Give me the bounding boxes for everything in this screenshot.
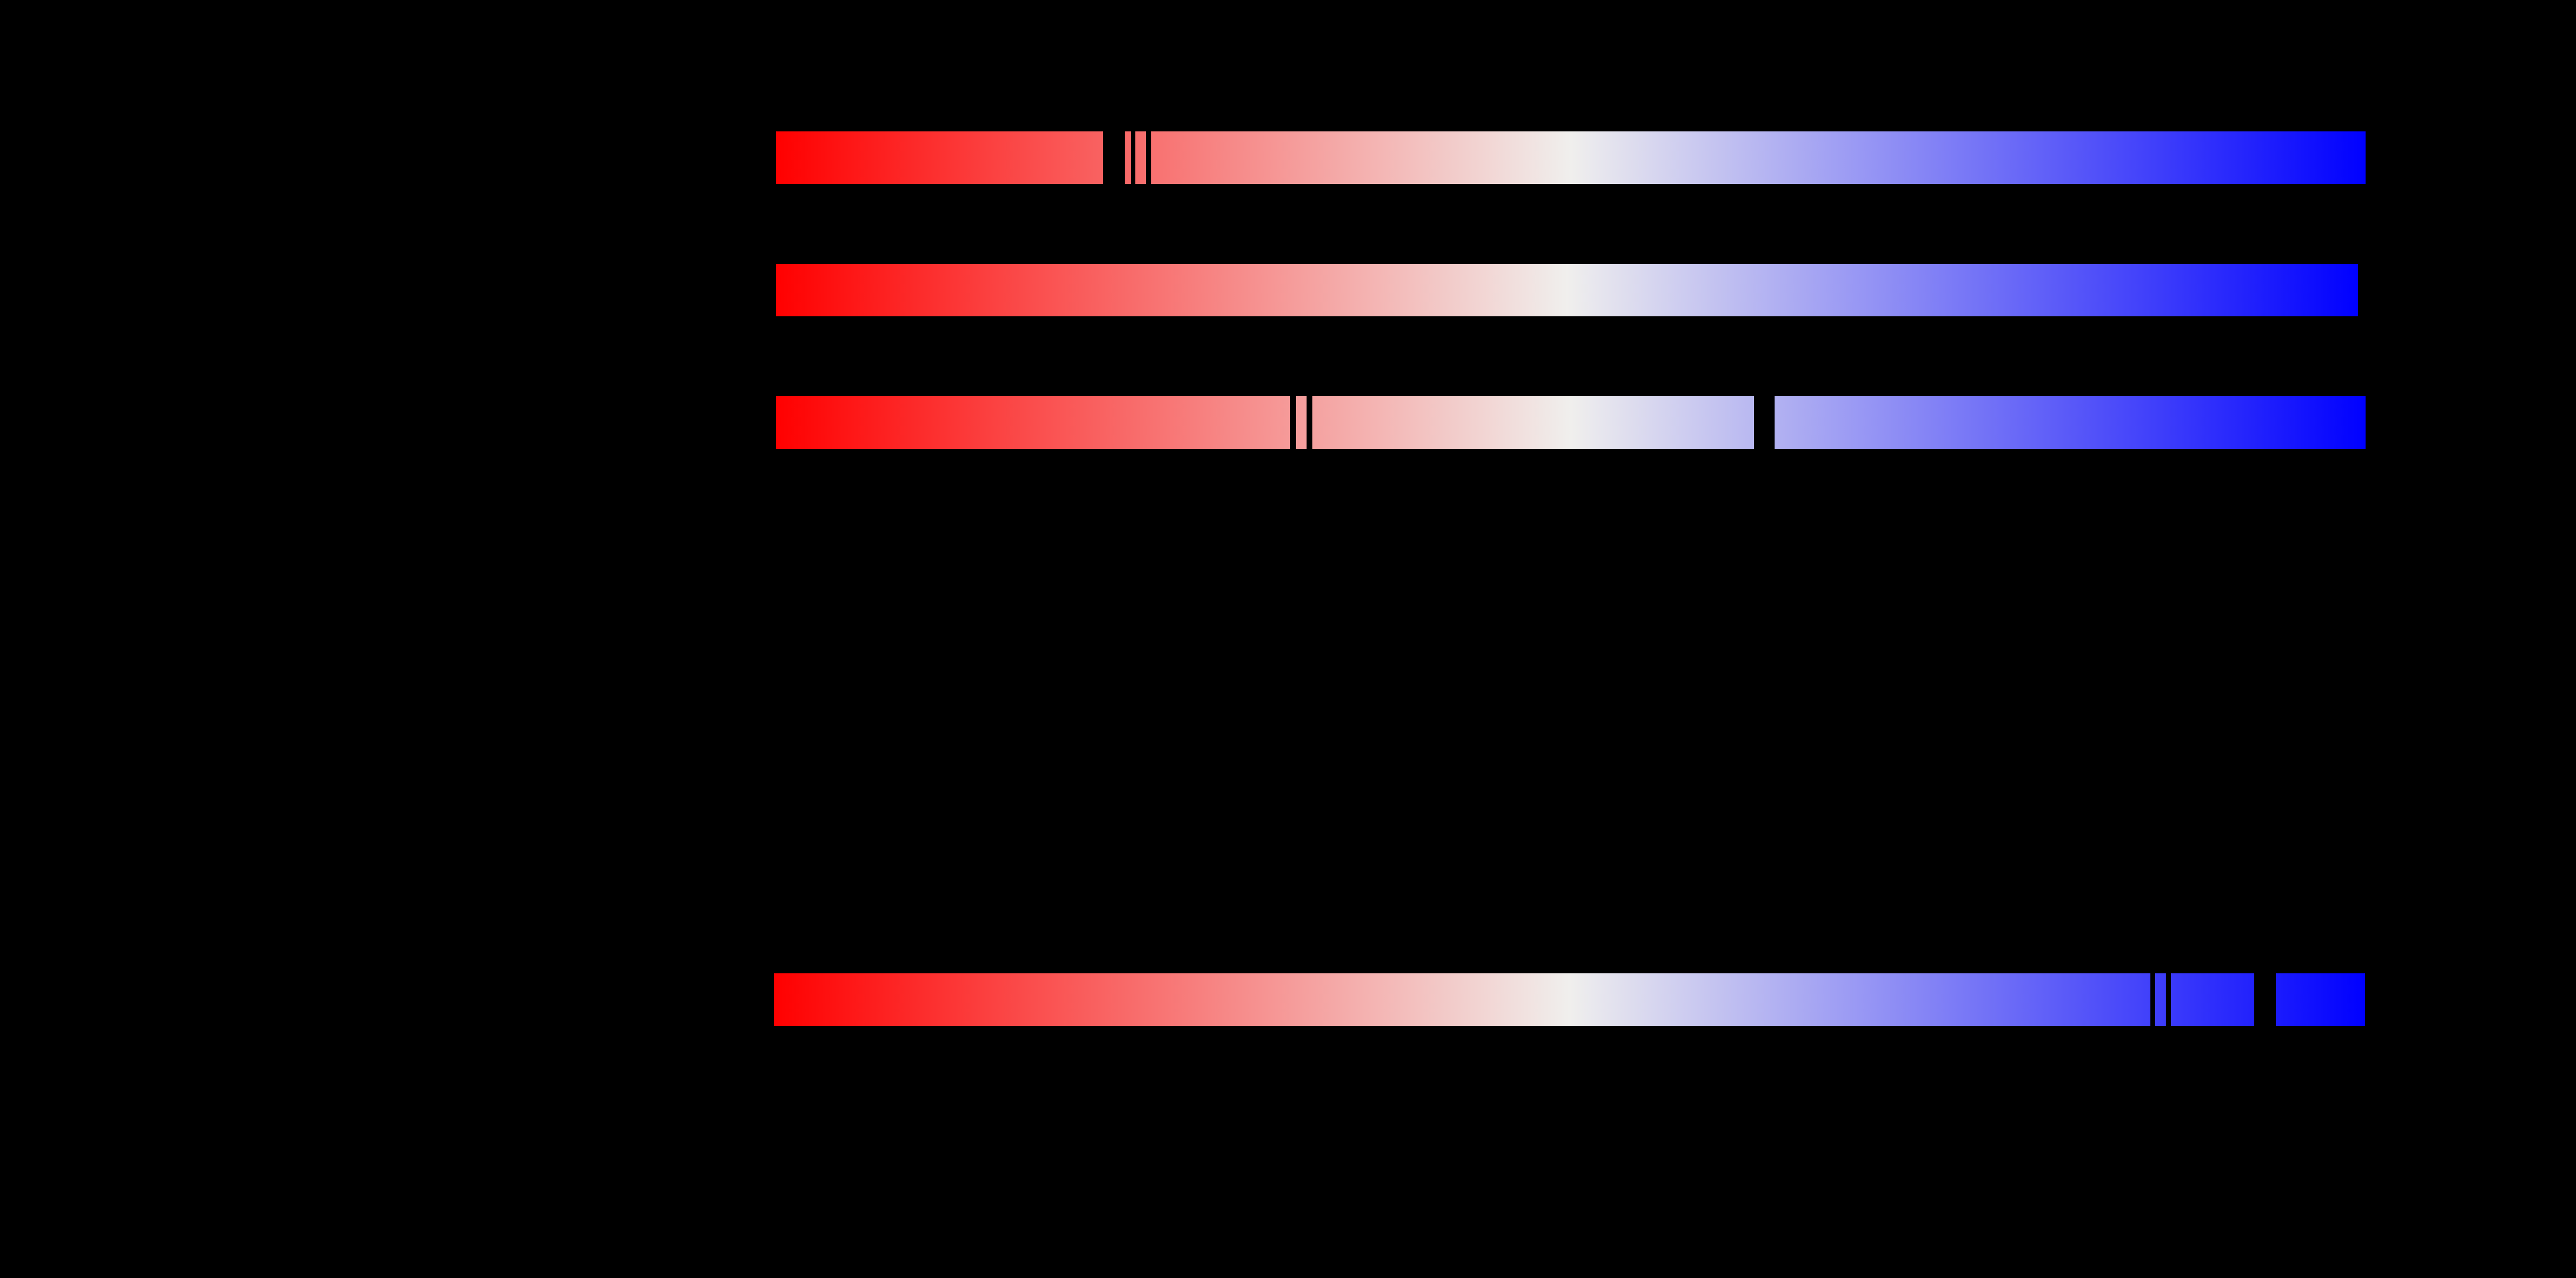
gradient-bar-3 (776, 395, 2366, 450)
bar-gap (2254, 972, 2276, 1027)
bar-gap (1307, 395, 1312, 450)
bar-gap (2150, 972, 2155, 1027)
gradient-bar-1 (776, 130, 2366, 185)
bar-gap (1103, 130, 1125, 185)
bar-gap (1754, 395, 1775, 450)
gradient-bar-4 (774, 972, 2365, 1027)
bar-gap (2166, 972, 2171, 1027)
bar-gap (1290, 395, 1296, 450)
bar-gap (1146, 130, 1151, 185)
gradient-bar-2 (776, 264, 2358, 316)
bar-gap (1131, 130, 1135, 185)
